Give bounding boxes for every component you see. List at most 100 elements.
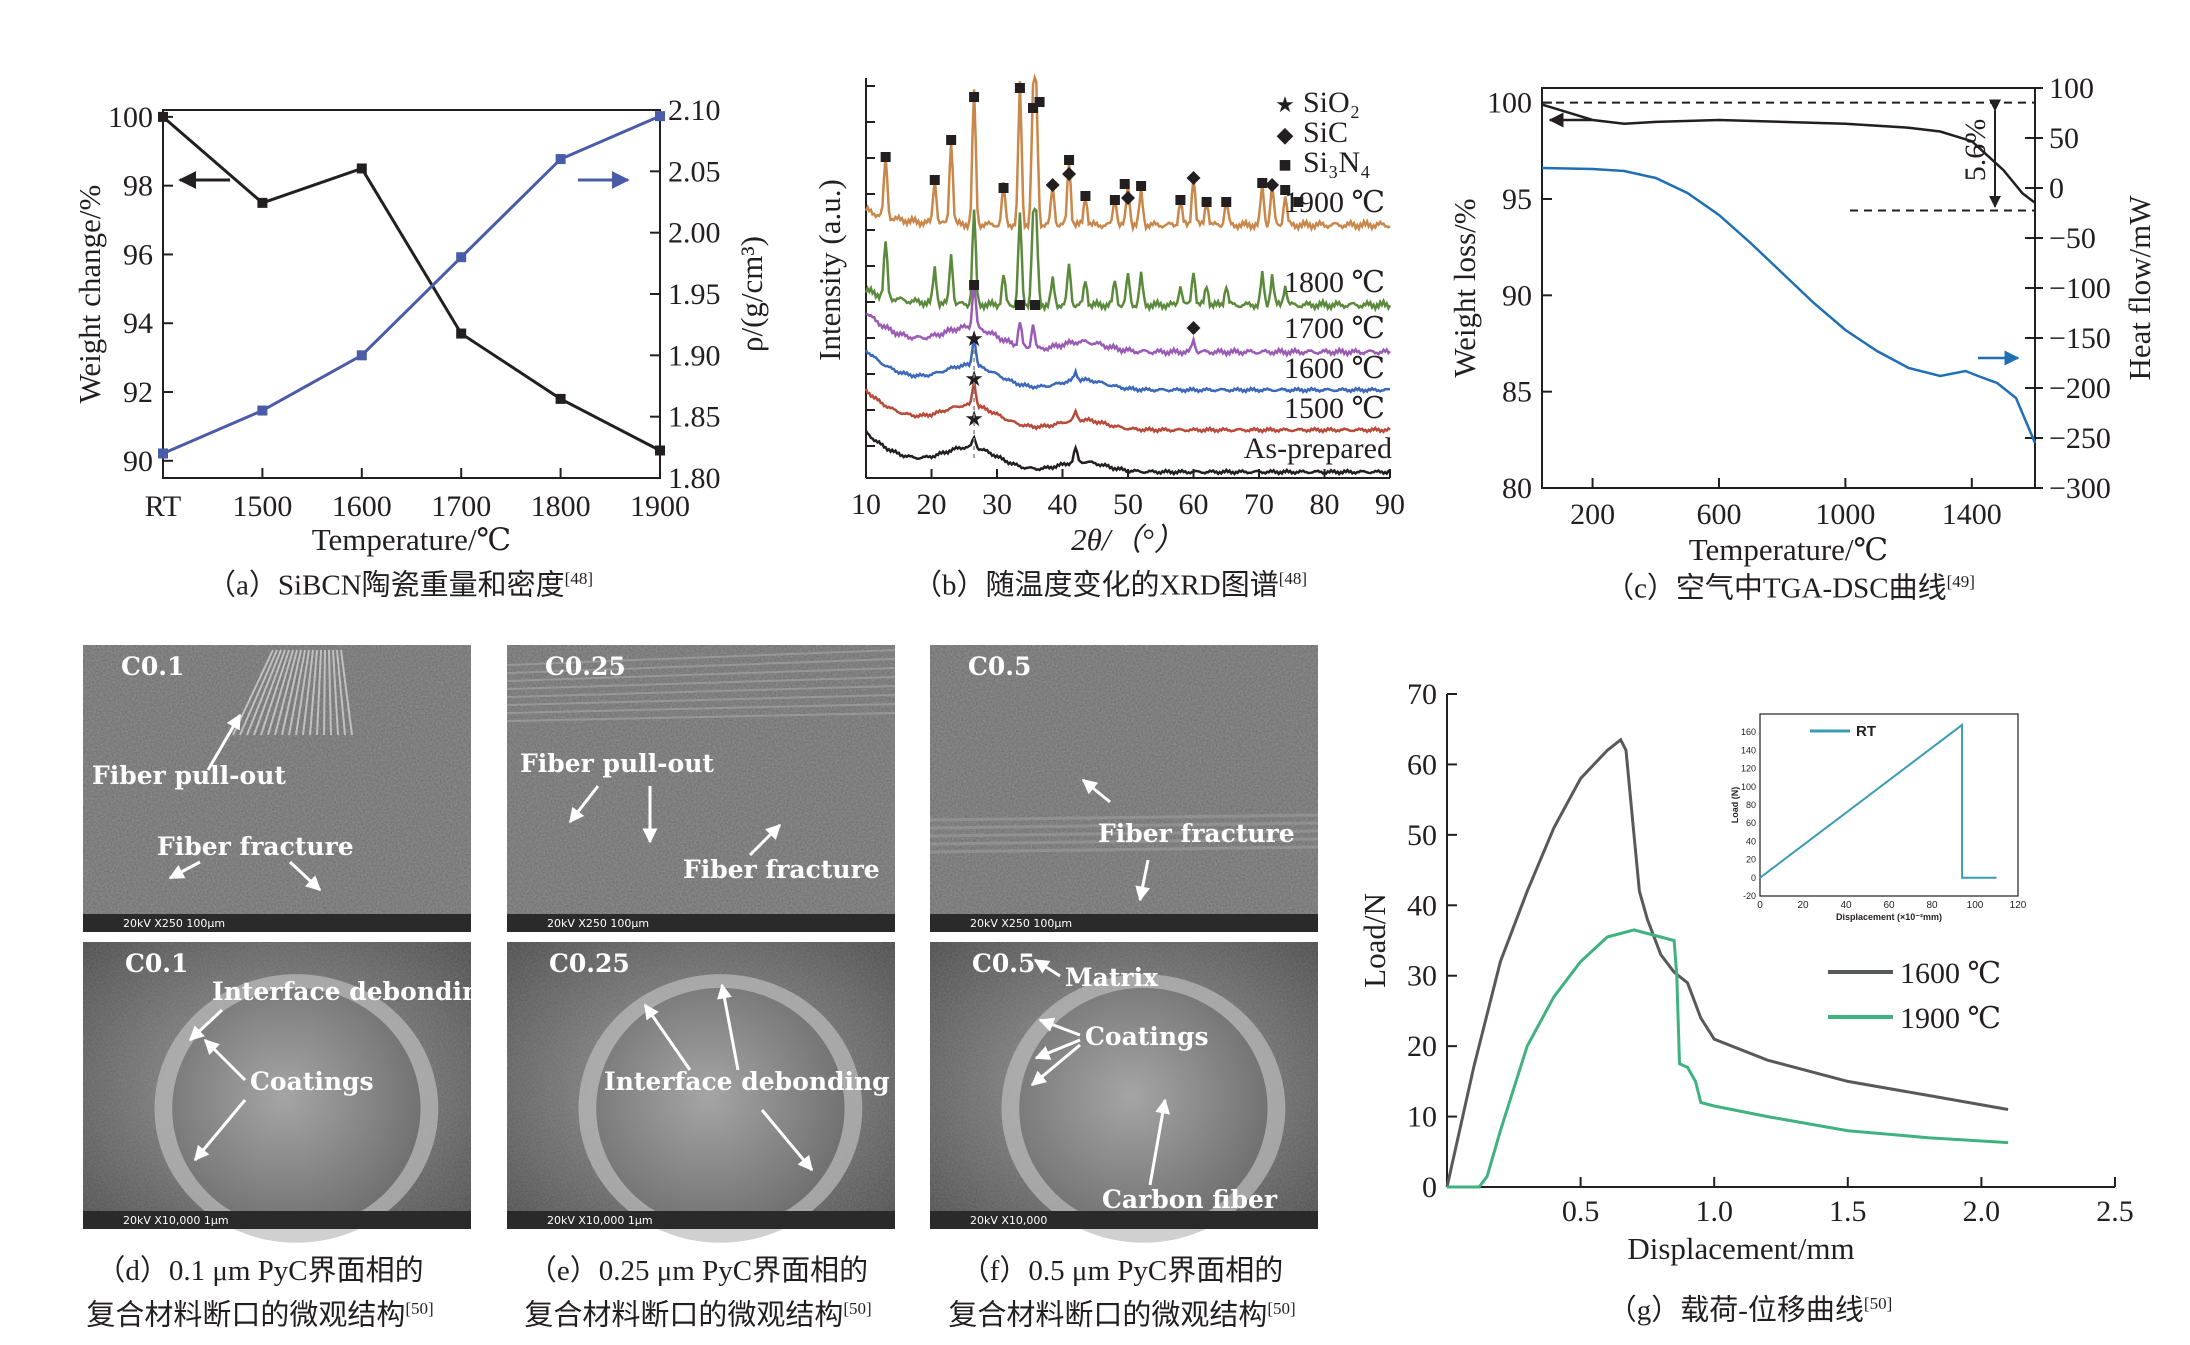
si3n4-marker	[1221, 197, 1232, 207]
caption-g: （g）载荷-位移曲线[50]	[1540, 1285, 1960, 1330]
sem-annotation: Fiber pull-out	[92, 761, 286, 790]
x-tick-label: 80	[1310, 488, 1340, 521]
data-point-1	[456, 252, 467, 263]
x-tick-label: 200	[1570, 498, 1615, 531]
sio2-marker: ★	[964, 406, 984, 431]
fiber-layer	[929, 837, 1319, 846]
legend-symbol: ◆	[1277, 122, 1294, 147]
y2-tick-label: 1.95	[668, 278, 721, 311]
sem-arrow	[168, 860, 201, 880]
inset-x-tick-label: 80	[1926, 900, 1938, 911]
si3n4-marker	[1029, 300, 1040, 310]
y-axis-label: Weight change/%	[72, 185, 107, 404]
chart-g: 0.5 1.0 1.5 2.0 2.5 0 10 20 30 40 50 60 70 Displaceme…	[1357, 678, 2134, 1266]
x-tick-label: 1400	[1942, 498, 2002, 531]
inset-x-tick-label: 40	[1840, 900, 1852, 911]
y-tick-label: 94	[123, 307, 153, 340]
fiber-bundle	[309, 649, 318, 736]
caption-b-text: （b）随温度变化的XRD图谱	[912, 569, 1279, 602]
si3n4-marker	[929, 175, 940, 185]
fiber-bundle	[260, 649, 290, 736]
si3n4-marker	[1064, 155, 1075, 165]
sem-panel-d: 20kV X250 100μm C0.1 20kV X10,000 1μm C0.1	[83, 645, 471, 1243]
x-axis-label: Temperature/℃	[312, 522, 511, 557]
legend-symbol: ★	[1275, 92, 1295, 117]
sem-top-scale: 20kV X250 100μm	[970, 917, 1072, 930]
fiber-bundle	[328, 649, 332, 736]
sem-annotation: Coatings	[250, 1067, 374, 1096]
sem-arrow	[1038, 1017, 1081, 1037]
series-line-1	[162, 114, 661, 455]
y2-tick-label: 2.00	[668, 217, 721, 250]
sic-marker	[1045, 178, 1060, 192]
x-tick-label: 90	[1375, 488, 1405, 521]
fiber-bundle	[239, 649, 278, 736]
data-point-1	[158, 448, 168, 459]
sem-arrow	[1034, 1038, 1081, 1060]
fiber-bundle	[336, 649, 346, 736]
y-axis-label: Intensity (a.u.)	[812, 179, 847, 361]
sem-arrow	[1135, 859, 1151, 902]
fiber-layer	[929, 845, 1319, 854]
y-tick-label: 92	[123, 376, 153, 409]
si3n4-marker	[946, 135, 957, 145]
fiber-bundle	[253, 649, 286, 736]
series-line-1	[1541, 166, 2037, 444]
sem-top-tag: C0.5	[968, 652, 1031, 681]
si3n4-marker	[1109, 195, 1120, 205]
xrd-pattern	[864, 335, 1391, 395]
sem-bottom-scale: 20kV X10,000 1μm	[123, 1214, 229, 1227]
y2-axis-label: ρ/(g/cm³)	[734, 236, 769, 352]
data-point-0	[257, 197, 268, 208]
y2-tick-label: 1.85	[668, 401, 721, 434]
fiber-layer	[929, 813, 1319, 822]
series-label: 1700 ℃	[1284, 312, 1385, 345]
sem-arrow	[643, 1003, 692, 1071]
si3n4-marker	[1034, 97, 1045, 107]
si3n4-marker	[880, 152, 891, 162]
caption-b: （b）随温度变化的XRD图谱[48]	[850, 560, 1370, 605]
x-axis-label: Displacement/mm	[1627, 1231, 1854, 1266]
sio2-marker: ★	[964, 366, 984, 391]
xrd-pattern	[865, 282, 1391, 358]
sem-annotation: Fiber pull-out	[520, 749, 714, 778]
x-tick-label: 1800	[531, 490, 591, 523]
sem-annotation: Fiber fracture	[1098, 819, 1295, 848]
y2-tick-label: 1.80	[668, 462, 721, 495]
y2-tick-label: −300	[2049, 472, 2111, 505]
sem-arrow	[748, 823, 782, 857]
data-point-1	[655, 111, 665, 122]
sem-panel-f: 20kV X250 100μm C0.5 20kV X10,000 C0.5	[929, 645, 1319, 1243]
sem-arrow	[1033, 958, 1061, 978]
y-tick-label: 90	[1502, 279, 1532, 312]
sem-top-databar	[930, 914, 1318, 932]
sem-arrow	[568, 785, 600, 824]
fiber-bundle	[340, 649, 353, 736]
legend-symbol: ■	[1278, 152, 1291, 177]
data-point-0	[158, 111, 168, 122]
x-axis-label: 2θ/（°）	[1071, 522, 1185, 557]
sic-marker	[1186, 321, 1201, 335]
inset-x-label: Displacement (×10⁻²mm)	[1836, 912, 1942, 922]
fiber-layer	[506, 685, 896, 698]
inset-x-tick-label: 60	[1883, 900, 1895, 911]
sem-arrow	[193, 1099, 247, 1162]
caption-f-line2: 复合材料断口的微观结构	[948, 1299, 1268, 1332]
inset-y-tick-label: 140	[1741, 745, 1756, 755]
inset-y-tick-label: 80	[1746, 800, 1756, 810]
y2-tick-label: −250	[2049, 422, 2111, 455]
series-label: As-prepared	[1244, 432, 1392, 465]
x-tick-label: 1900	[630, 490, 690, 523]
fiber-layer	[506, 649, 896, 666]
x-tick-label: RT	[145, 490, 182, 523]
fiber-layer	[929, 821, 1319, 830]
carbon-fiber-cross-section	[596, 987, 845, 1229]
y-tick-label: 40	[1407, 889, 1437, 922]
sic-marker	[1062, 167, 1077, 181]
legend-label: Si₃N₄	[1303, 146, 1371, 179]
fiber-layer	[506, 694, 896, 706]
sem-top-scale: 20kV X250 100μm	[547, 917, 649, 930]
legend-label: SiO₂	[1303, 86, 1360, 119]
fiber-layer	[506, 658, 896, 674]
caption-c-ref: [49]	[1946, 572, 1975, 591]
